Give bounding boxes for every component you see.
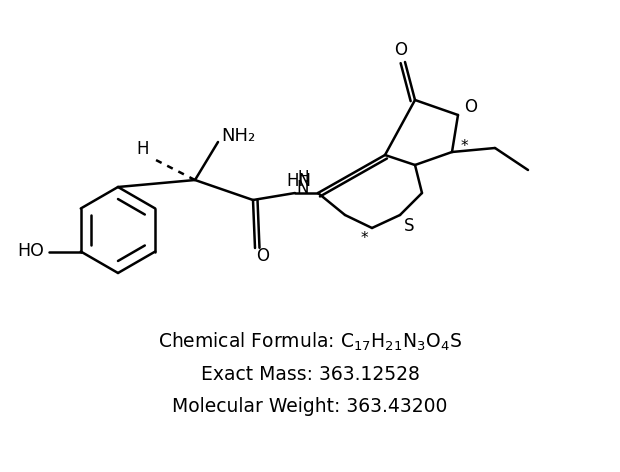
Text: S: S (404, 217, 414, 235)
Text: O: O (394, 41, 407, 59)
Text: HO: HO (17, 243, 44, 261)
Text: N: N (297, 179, 309, 197)
Text: O: O (464, 98, 477, 116)
Text: H: H (297, 170, 309, 185)
Text: *: * (360, 230, 368, 245)
Text: H: H (137, 140, 149, 158)
Text: O: O (257, 247, 270, 265)
Text: *: * (460, 138, 468, 153)
Text: NH₂: NH₂ (221, 127, 255, 145)
Text: Exact Mass: 363.12528: Exact Mass: 363.12528 (200, 364, 420, 383)
Text: Chemical Formula: C$_{17}$H$_{21}$N$_{3}$O$_{4}$S: Chemical Formula: C$_{17}$H$_{21}$N$_{3}… (158, 331, 462, 353)
Text: Molecular Weight: 363.43200: Molecular Weight: 363.43200 (172, 396, 448, 415)
Text: HN: HN (286, 172, 311, 190)
